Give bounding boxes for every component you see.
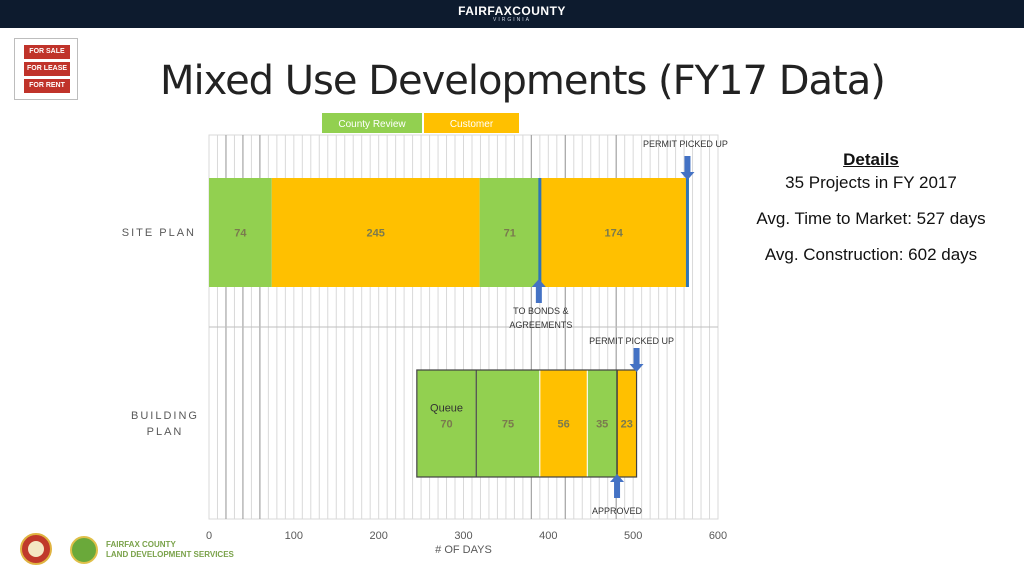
bar-value-label: 23: [621, 419, 633, 431]
bar-value-label: 35: [596, 419, 608, 431]
x-tick-label: 100: [285, 530, 303, 542]
category-label-site-plan: SITE PLAN: [122, 227, 196, 239]
x-tick-label: 600: [709, 530, 727, 542]
legend-swatch: [424, 113, 519, 133]
annotation-label: APPROVED: [592, 506, 643, 516]
bar-segment: [586, 369, 618, 478]
legend-label: County Review: [338, 119, 406, 130]
lds-logo: [70, 536, 98, 564]
category-label-plan: PLAN: [147, 426, 184, 438]
x-tick-label: 400: [539, 530, 557, 542]
brand-name: FAIRFAXCOUNTY: [458, 3, 566, 18]
legend-swatch: [322, 113, 422, 133]
lds-org-line1: FAIRFAX COUNTY: [106, 540, 176, 549]
bar-segment: [539, 178, 688, 287]
details-construction: Avg. Construction: 602 days: [764, 245, 978, 264]
annotation-arrow: [531, 279, 546, 303]
bar-segment: [271, 178, 480, 287]
bar-value-label: 70: [440, 419, 452, 431]
details-projects: 35 Projects in FY 2017: [785, 173, 957, 192]
x-tick-label: 500: [624, 530, 642, 542]
sign-line-lease: FOR LEASE: [24, 62, 70, 76]
annotation-arrow: [610, 474, 625, 498]
annotation-label: TO BONDS &: [513, 306, 568, 316]
bar-value-label: 74: [234, 228, 247, 240]
sign-line-sale: FOR SALE: [24, 45, 70, 59]
details-panel: Details 35 Projects in FY 2017 Avg. Time…: [730, 150, 1012, 266]
lds-org-line2: LAND DEVELOPMENT SERVICES: [106, 550, 234, 559]
slide-title: Mixed Use Developments (FY17 Data): [160, 58, 886, 104]
bar-value-label: 245: [367, 228, 385, 240]
annotation-label: PERMIT PICKED UP: [589, 336, 674, 346]
x-tick-label: 200: [369, 530, 387, 542]
annotation-label: AGREEMENTS: [509, 320, 572, 330]
lds-org-name: FAIRFAX COUNTY LAND DEVELOPMENT SERVICES: [106, 540, 234, 560]
annotation-label: PERMIT PICKED UP: [643, 139, 728, 149]
category-label-building: BUILDING: [131, 410, 199, 422]
bar-outline: [416, 369, 638, 478]
bar-value-label: 75: [502, 419, 514, 431]
for-sale-sign-icon: FOR SALE FOR LEASE FOR RENT: [14, 38, 78, 100]
bar-value-label: 56: [557, 419, 569, 431]
county-seal-logo: [20, 533, 52, 565]
x-axis-label: # OF DAYS: [435, 544, 492, 556]
bar-value-label: 71: [504, 228, 516, 240]
top-banner: FAIRFAXCOUNTY VIRGINIA: [0, 0, 1024, 28]
sign-line-rent: FOR RENT: [24, 79, 70, 93]
brand-subtitle: VIRGINIA: [493, 16, 531, 23]
annotation-arrow: [680, 156, 695, 180]
x-tick-label: 0: [206, 530, 212, 542]
annotation-arrow: [629, 348, 644, 372]
bar-value-label: 174: [604, 228, 623, 240]
bar-segment-note: Queue: [430, 403, 463, 415]
legend-label: Customer: [450, 119, 494, 130]
details-heading: Details: [843, 150, 899, 169]
x-tick-label: 300: [454, 530, 472, 542]
details-time-to-market: Avg. Time to Market: 527 days: [756, 209, 986, 228]
bar-segment: [209, 178, 272, 287]
bar-segment: [479, 178, 540, 287]
